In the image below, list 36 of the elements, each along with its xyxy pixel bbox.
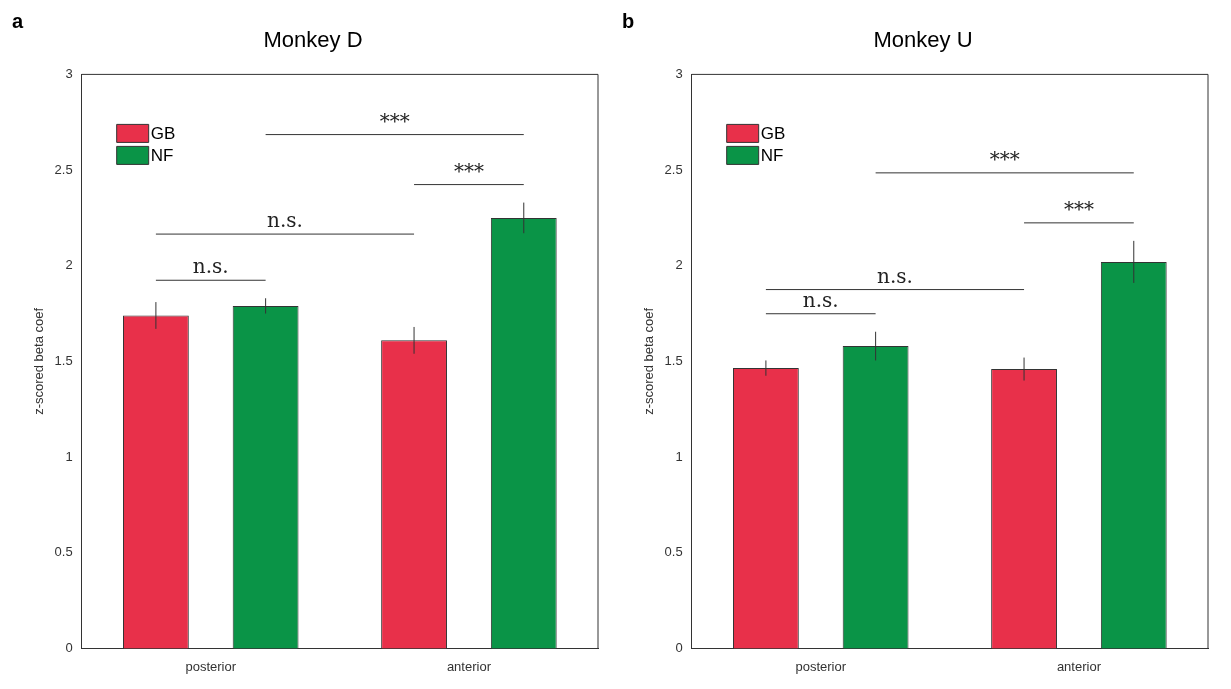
annotation: n.s. (192, 254, 229, 279)
annotation: n.s. (267, 208, 303, 233)
x-tick-label: anterior (446, 658, 492, 674)
legend-label: NF (150, 146, 174, 166)
y-tick-label: 0 (675, 639, 683, 655)
annotation: n.s. (802, 287, 839, 312)
y-tick-label: 1 (675, 448, 683, 464)
y-tick-label: 2 (65, 257, 73, 273)
text: a (12, 9, 24, 32)
annotation: *** (989, 147, 1020, 172)
chart-title: Monkey U (873, 27, 973, 53)
y-tick-label: 2.5 (664, 161, 683, 177)
chart-title: Monkey D (263, 27, 363, 53)
legend-label: GB (150, 124, 176, 144)
legend-label: GB (760, 124, 786, 144)
annotation: *** (1063, 197, 1094, 222)
x-tick-label: posterior (795, 658, 847, 674)
y-tick-label: 1.5 (54, 352, 73, 368)
y-tick-label: 3 (65, 65, 73, 81)
y-tick-label: 0.5 (54, 544, 73, 560)
y-tick-label: 2 (675, 257, 683, 273)
legend-label: NF (760, 146, 784, 166)
annotation: n.s. (877, 263, 913, 288)
y-tick-label: 0.5 (664, 544, 683, 560)
y-axis-title: z-scored beta coef (31, 307, 47, 415)
y-tick-label: 1.5 (664, 352, 683, 368)
y-tick-label: 0 (65, 639, 73, 655)
text: b (622, 9, 635, 32)
y-tick-label: 2.5 (54, 161, 73, 177)
y-tick-label: 3 (675, 65, 683, 81)
annotation: *** (453, 158, 484, 183)
y-tick-label: 1 (65, 448, 73, 464)
x-tick-label: posterior (185, 658, 237, 674)
x-tick-label: anterior (1056, 658, 1102, 674)
y-axis-title: z-scored beta coef (641, 307, 657, 415)
annotation: *** (379, 108, 410, 133)
